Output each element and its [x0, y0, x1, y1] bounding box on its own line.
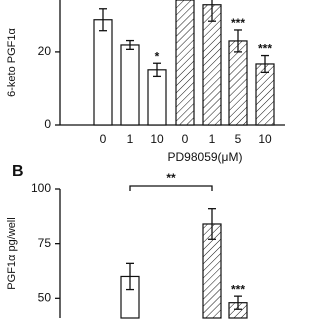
x-axis-label: PD98059(μM) — [168, 150, 243, 164]
x-tick-label: 10 — [258, 132, 272, 146]
significance-label: *** — [231, 16, 245, 30]
y-axis-label: PGF1α pg/well — [6, 217, 18, 289]
bar — [147, 69, 167, 126]
bracket — [129, 185, 213, 191]
y-tick-label: 0 — [44, 117, 51, 131]
bar — [202, 4, 222, 126]
bar — [255, 63, 275, 126]
x-tick-label: 0 — [182, 132, 189, 146]
bar — [120, 44, 140, 126]
y-tick-label: 75 — [38, 236, 52, 250]
bar — [228, 40, 248, 126]
bar — [93, 19, 113, 126]
y-tick-label: 100 — [31, 181, 51, 195]
panel-label: B — [12, 163, 24, 180]
significance-label: * — [155, 49, 160, 63]
significance-label: *** — [258, 42, 272, 56]
x-tick-label: 1 — [209, 132, 216, 146]
x-tick-label: 5 — [235, 132, 242, 146]
bracket-label: ** — [166, 171, 176, 185]
x-tick-label: 0 — [100, 132, 107, 146]
y-tick-label: 20 — [38, 44, 52, 58]
y-axis-label: 6-keto PGF1α — [6, 28, 18, 97]
significance-label: *** — [231, 282, 245, 296]
x-tick-label: 1 — [127, 132, 134, 146]
x-tick-label: 10 — [150, 132, 164, 146]
bar — [175, 0, 195, 126]
y-tick-label: 50 — [38, 290, 52, 304]
